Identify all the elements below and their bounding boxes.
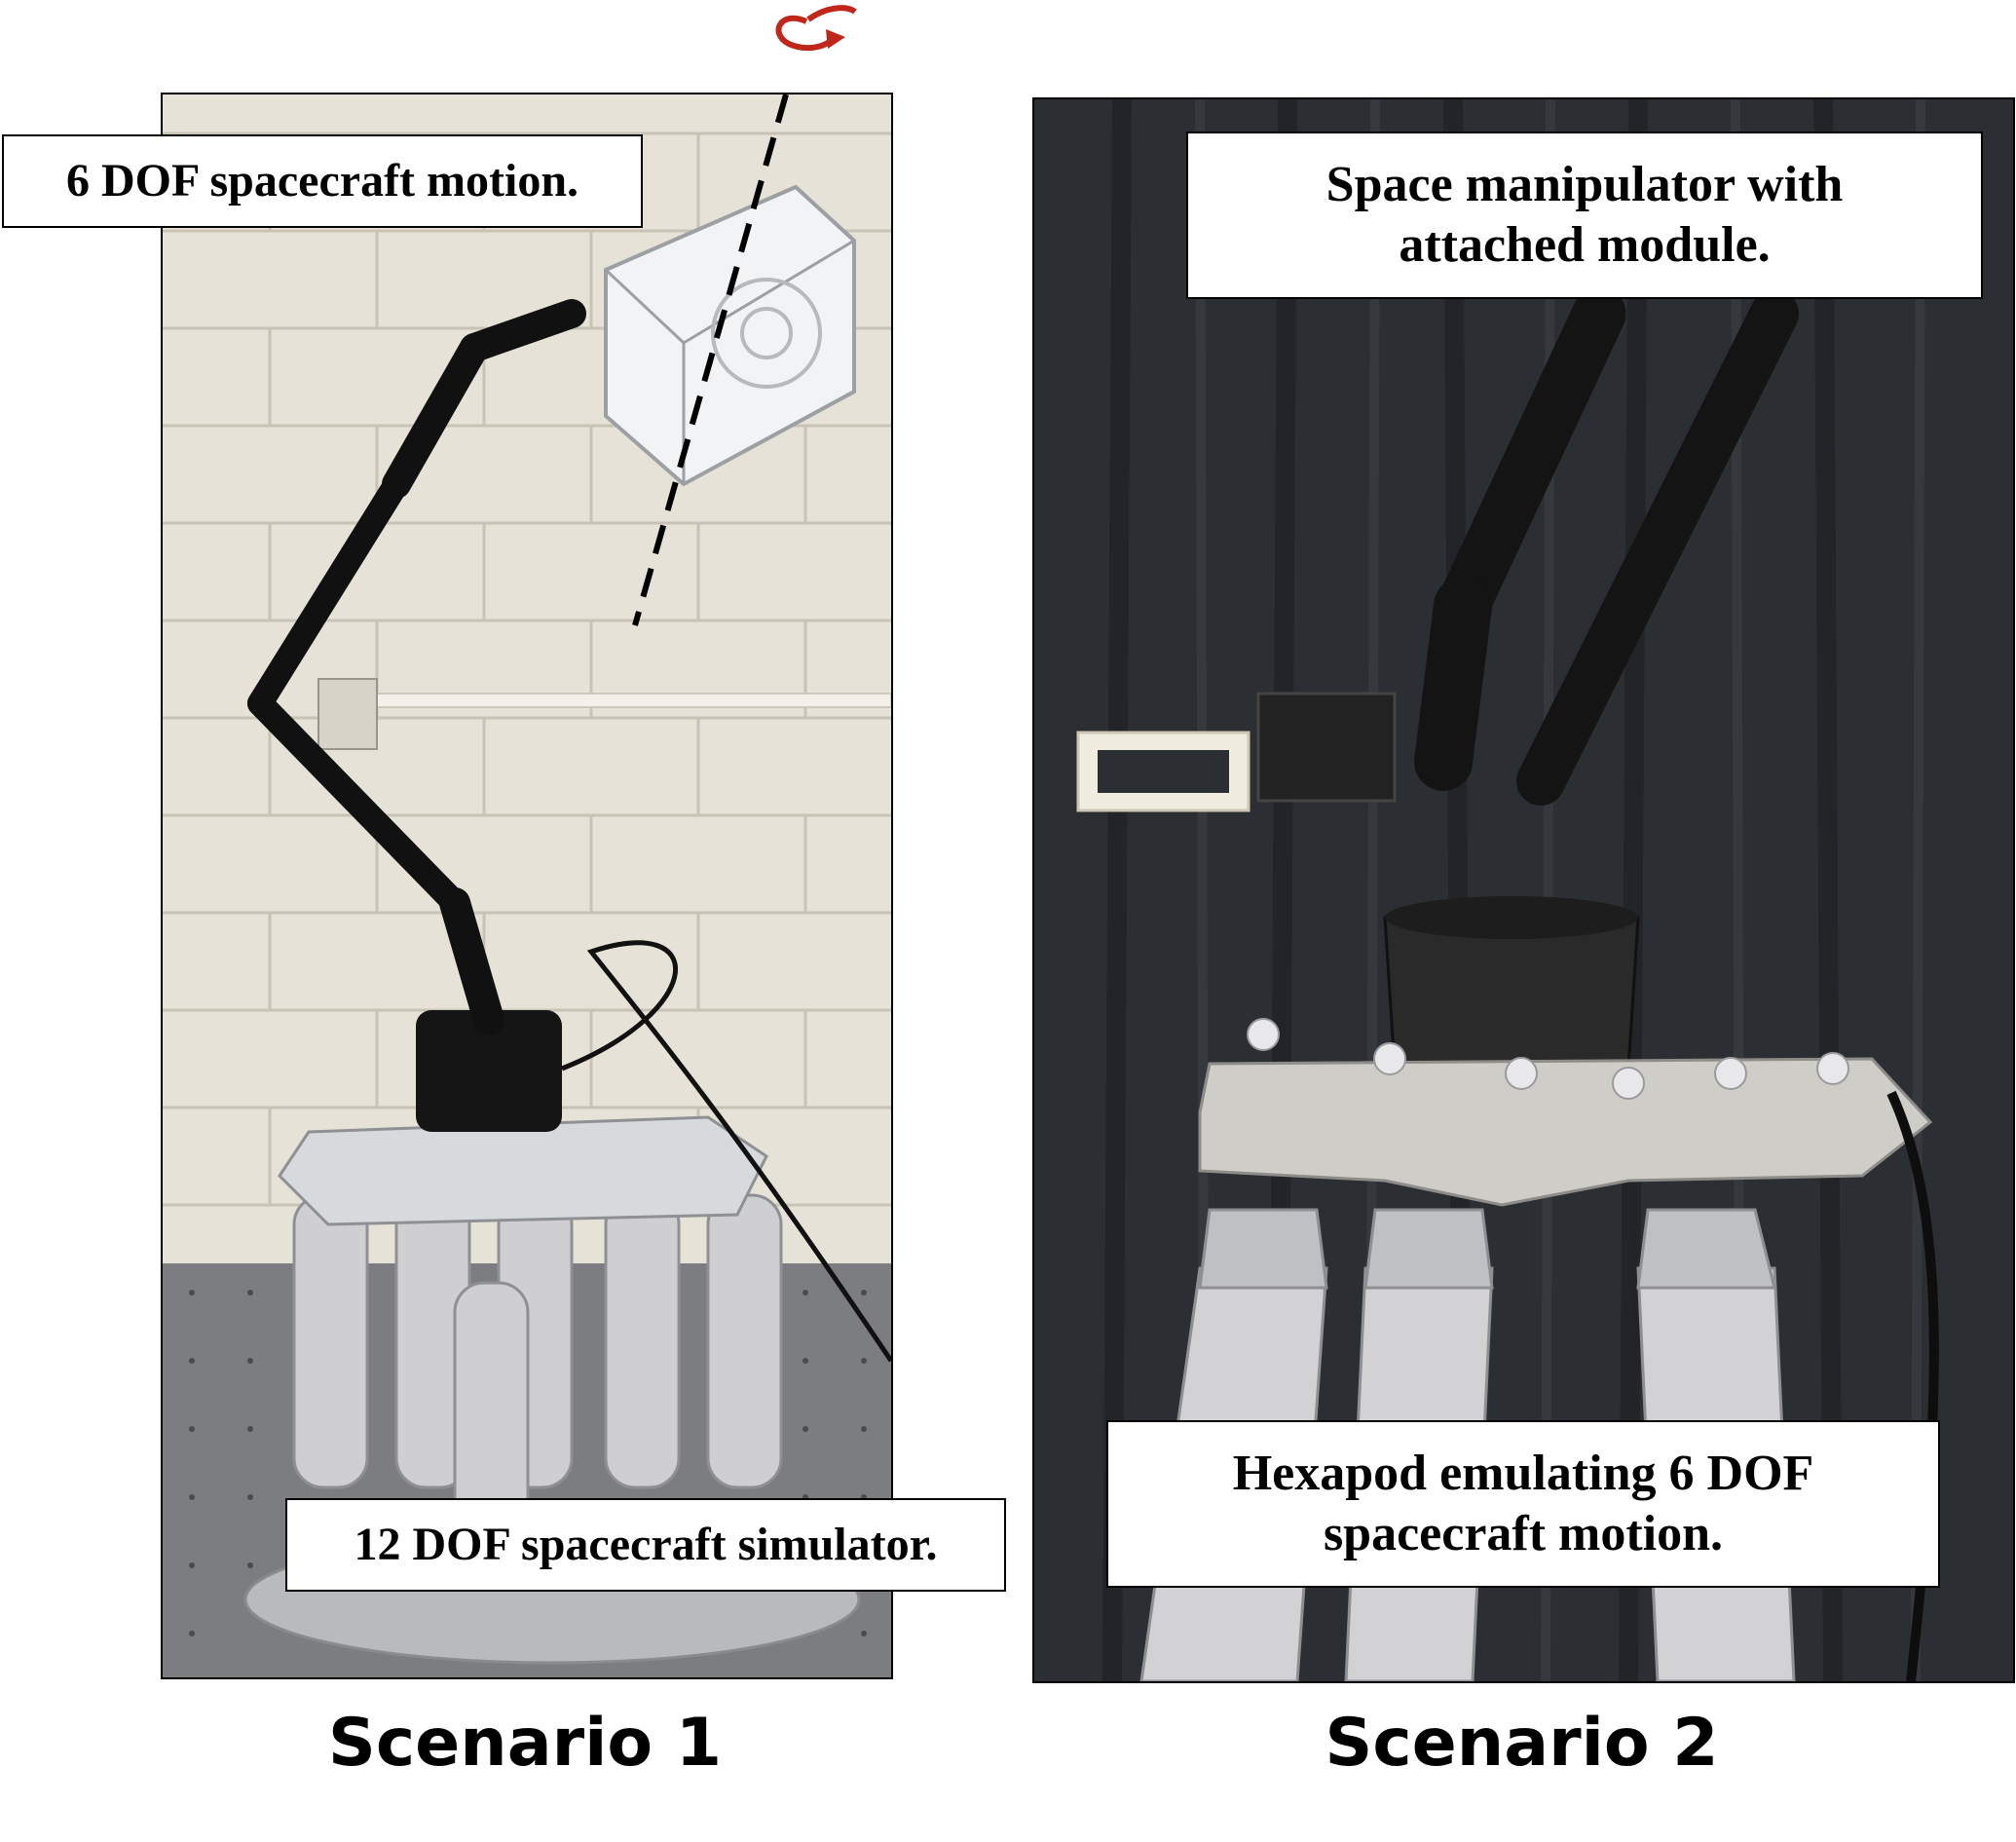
- label-text-line1: Space manipulator with: [1325, 156, 1844, 212]
- scenario2-caption: Scenario 2: [1325, 1705, 1719, 1782]
- label-space-manipulator: Space manipulator with attached module.: [1186, 132, 1983, 299]
- label-hexapod-emulating: Hexapod emulating 6 DOF spacecraft motio…: [1106, 1420, 1940, 1588]
- label-text-line2: attached module.: [1399, 217, 1771, 273]
- label-6dof-spacecraft-motion: 6 DOF spacecraft motion.: [2, 134, 643, 228]
- rotation-arrow-icon: [775, 5, 857, 52]
- scenario1-photo: [161, 93, 893, 1679]
- label-text-line2: spacecraft motion.: [1323, 1506, 1724, 1561]
- label-text: 12 DOF spacecraft simulator.: [354, 1519, 938, 1571]
- scenario2-illustration: [1034, 99, 2013, 1681]
- label-text: 6 DOF spacecraft motion.: [65, 155, 579, 207]
- label-text-line1: Hexapod emulating 6 DOF: [1232, 1445, 1814, 1501]
- label-12dof-spacecraft-simulator: 12 DOF spacecraft simulator.: [285, 1498, 1006, 1592]
- scenario1-illustration: [163, 94, 891, 1677]
- scenario2-photo: [1032, 97, 2015, 1683]
- scenario1-caption: Scenario 1: [327, 1705, 723, 1782]
